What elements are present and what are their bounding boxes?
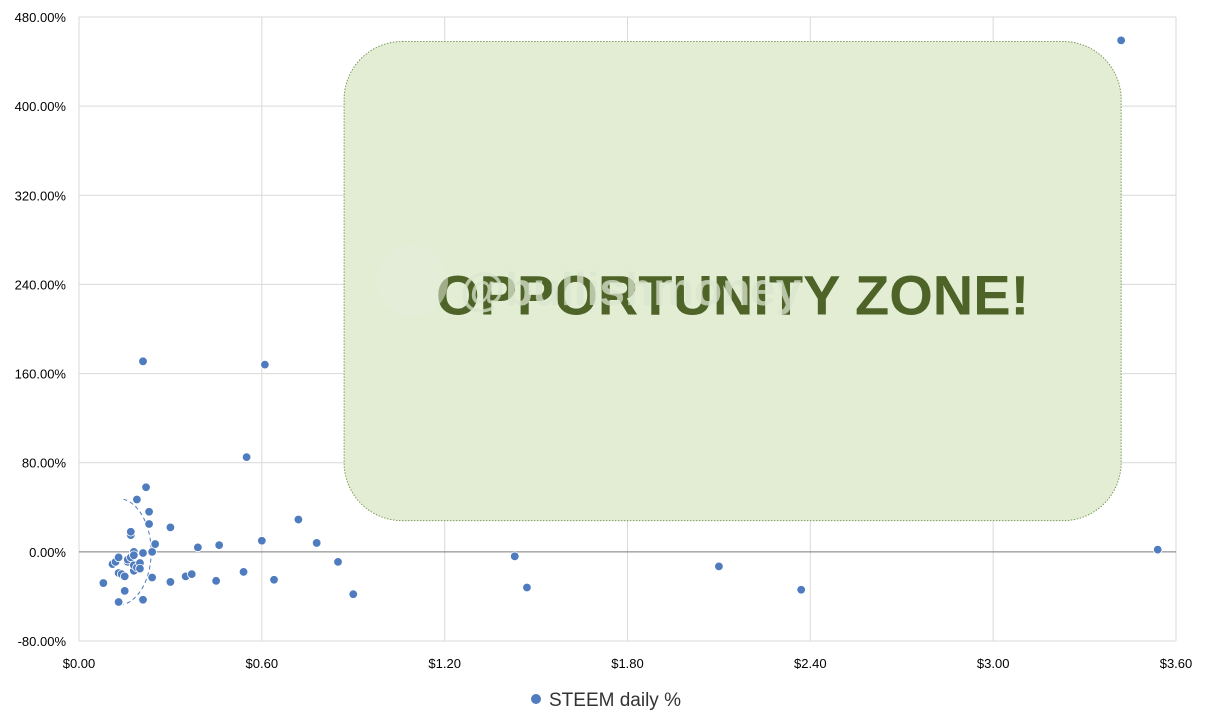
- data-point: [147, 572, 157, 583]
- data-point: [214, 540, 224, 550]
- data-point: [522, 582, 532, 593]
- data-point: [1153, 544, 1163, 555]
- watermark-text: @bullishmoney: [460, 263, 802, 315]
- x-tick-label: $1.80: [611, 656, 644, 671]
- data-point: [187, 569, 197, 579]
- opportunity-zone: OPPORTUNITY ZONE!: [343, 41, 1122, 522]
- data-point: [165, 577, 176, 587]
- data-point: [193, 542, 203, 553]
- data-point: [135, 563, 145, 574]
- data-points: [98, 35, 1163, 607]
- data-point: [150, 539, 160, 549]
- y-tick-label: 400.00%: [15, 99, 67, 114]
- legend-marker: [531, 694, 541, 704]
- data-point: [138, 548, 148, 558]
- y-tick-label: -80.00%: [18, 634, 67, 649]
- x-axis-tick-labels: $0.00 $0.60 $1.20 $1.80 $2.40 $3.00 $3.60: [63, 656, 1193, 671]
- data-point: [113, 552, 124, 563]
- data-point: [147, 547, 157, 557]
- opportunity-zone-label: OPPORTUNITY ZONE!: [436, 264, 1029, 327]
- y-tick-label: 0.00%: [29, 545, 66, 560]
- data-point: [333, 557, 343, 567]
- x-tick-label: $0.00: [63, 656, 96, 671]
- y-tick-label: 80.00%: [22, 456, 67, 471]
- y-tick-label: 240.00%: [15, 277, 67, 292]
- data-point: [269, 575, 279, 585]
- data-point: [260, 359, 270, 370]
- watermark-logo: [376, 245, 448, 317]
- data-point: [796, 585, 806, 595]
- x-tick-label: $0.60: [246, 656, 279, 671]
- data-point: [126, 527, 136, 537]
- y-tick-label: 320.00%: [15, 188, 67, 203]
- data-point: [138, 356, 148, 367]
- legend-label: STEEM daily %: [549, 690, 681, 711]
- data-point: [120, 586, 130, 596]
- data-point: [165, 522, 176, 533]
- y-axis-tick-labels: -80.00% 0.00% 80.00% 160.00% 240.00% 320.00% 4…: [15, 10, 67, 649]
- legend: STEEM daily %: [531, 690, 681, 711]
- data-point: [129, 550, 139, 560]
- data-point: [311, 538, 322, 548]
- data-point: [510, 551, 520, 562]
- data-point: [113, 597, 124, 607]
- data-point: [141, 482, 151, 492]
- data-point: [348, 589, 358, 599]
- data-point: [714, 561, 724, 572]
- y-tick-label: 480.00%: [15, 10, 67, 25]
- y-tick-label: 160.00%: [15, 367, 67, 382]
- data-point: [211, 576, 221, 586]
- x-tick-label: $1.20: [428, 656, 461, 671]
- data-point: [1116, 35, 1126, 46]
- data-point: [257, 536, 267, 546]
- data-point: [293, 514, 304, 525]
- data-point: [120, 571, 130, 582]
- data-point: [241, 452, 252, 462]
- data-point: [138, 595, 148, 605]
- data-point: [98, 578, 109, 588]
- data-point: [238, 567, 249, 577]
- x-tick-label: $2.40: [794, 656, 827, 671]
- watermark: @bullishmoney: [376, 245, 802, 317]
- x-tick-label: $3.60: [1160, 656, 1193, 671]
- data-point: [144, 507, 154, 517]
- data-point: [144, 519, 154, 529]
- data-point: [132, 494, 142, 505]
- x-tick-label: $3.00: [977, 656, 1010, 671]
- opportunity-zone-box: [343, 41, 1122, 522]
